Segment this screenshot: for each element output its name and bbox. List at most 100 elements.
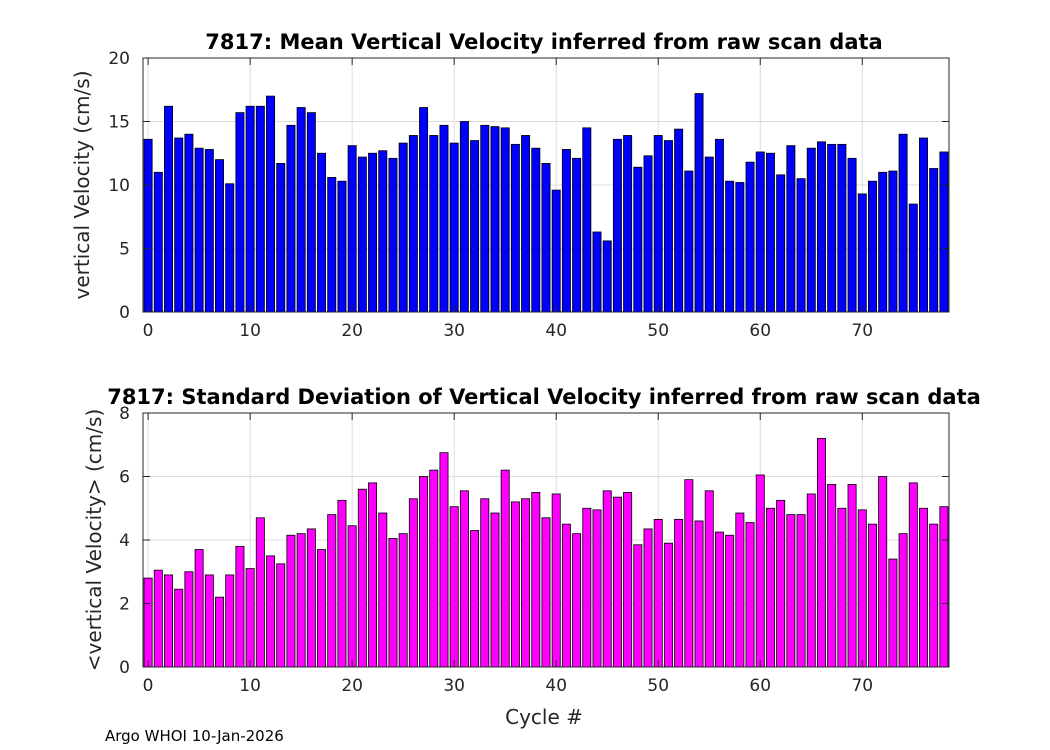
std-xtick-label: 60 (749, 676, 771, 696)
std-bar (592, 509, 602, 668)
std-bar (878, 476, 888, 668)
std-bar (470, 530, 480, 668)
mean-bar (510, 143, 520, 313)
std-bar (378, 512, 388, 668)
mean-bar (704, 156, 714, 313)
mean-bar (184, 133, 194, 313)
mean-bar (541, 163, 551, 313)
std-bar (510, 501, 520, 668)
mean-xtick-label: 0 (143, 321, 154, 341)
mean-bar (653, 135, 663, 313)
mean-bar (378, 150, 388, 313)
mean-bar (419, 107, 429, 313)
std-chart-bars (143, 437, 949, 668)
std-bar (296, 533, 306, 668)
mean-bar (643, 155, 653, 313)
mean-bar (153, 171, 163, 313)
mean-chart-bars (143, 93, 949, 313)
std-bar (143, 577, 153, 668)
std-bar (541, 517, 551, 668)
mean-bar (306, 112, 316, 313)
mean-bar (439, 124, 449, 313)
std-bar (419, 476, 429, 668)
std-bar (184, 571, 194, 668)
std-bar (612, 496, 622, 668)
mean-bar (317, 152, 327, 313)
mean-bar (633, 166, 643, 313)
std-xtick-label: 20 (341, 676, 363, 696)
std-bar (745, 522, 755, 668)
std-chart-xlabel: Cycle # (505, 705, 583, 729)
std-bar (663, 542, 673, 668)
std-bar (255, 517, 265, 668)
std-bar (235, 545, 245, 668)
std-xtick-label: 30 (443, 676, 465, 696)
mean-bar (490, 126, 500, 313)
mean-bar (255, 105, 265, 313)
mean-ytick-label: 20 (108, 49, 130, 69)
mean-bar (235, 112, 245, 313)
std-bar (694, 520, 704, 668)
mean-bar (837, 143, 847, 313)
std-xtick-label: 40 (545, 676, 567, 696)
std-bar (786, 514, 796, 668)
std-bar (357, 488, 367, 668)
std-bar (561, 523, 571, 668)
mean-bar (470, 140, 480, 313)
std-bar (868, 523, 877, 668)
mean-xtick-label: 40 (545, 321, 567, 341)
mean-bar (357, 156, 367, 313)
mean-bar (888, 170, 898, 313)
std-bar (725, 534, 735, 668)
std-bar (919, 507, 928, 668)
std-ytick-label: 4 (119, 531, 130, 551)
mean-bar (612, 138, 622, 313)
mean-bar (592, 231, 602, 313)
mean-bar (215, 159, 225, 313)
mean-bar (398, 142, 408, 313)
mean-bar (674, 128, 684, 313)
std-bar (643, 528, 653, 668)
mean-ytick-label: 15 (108, 113, 130, 133)
std-bar (215, 596, 225, 668)
std-bar (704, 490, 714, 668)
std-bar (755, 474, 765, 668)
mean-bar (408, 135, 418, 313)
mean-bar (725, 180, 735, 313)
std-bar (398, 533, 408, 668)
std-bar (174, 588, 184, 668)
mean-bar (347, 145, 357, 313)
std-chart-ylabel: <vertical Velocity> (cm/s) (82, 409, 106, 672)
mean-bar (816, 141, 826, 313)
std-bar (368, 482, 378, 668)
std-ytick-label: 0 (119, 658, 130, 678)
mean-bar (531, 147, 541, 313)
std-chart-ticks: 0 2 4 6 8 0 10 20 30 40 50 60 70 (119, 404, 949, 696)
mean-bar (868, 180, 877, 313)
std-bar (929, 523, 939, 668)
mean-bar (745, 161, 755, 313)
std-bar (908, 482, 918, 668)
mean-bar (878, 171, 888, 313)
mean-bar (245, 105, 255, 313)
std-bar (408, 498, 418, 668)
mean-bar (908, 203, 918, 313)
std-bar (827, 484, 837, 668)
std-bar (602, 490, 612, 668)
std-bar (806, 493, 816, 668)
std-bar (490, 512, 500, 668)
std-ytick-label: 2 (119, 595, 130, 615)
mean-bar (857, 193, 867, 313)
mean-bar (827, 143, 837, 313)
mean-bar (929, 168, 939, 313)
std-bar (765, 507, 775, 668)
std-ytick-label: 6 (119, 468, 130, 488)
std-bar (582, 507, 592, 668)
mean-bar (500, 127, 510, 313)
std-bar (266, 555, 276, 668)
mean-bar (919, 137, 928, 313)
mean-bar (602, 240, 612, 313)
mean-bar (286, 124, 296, 313)
mean-bar (572, 157, 582, 313)
